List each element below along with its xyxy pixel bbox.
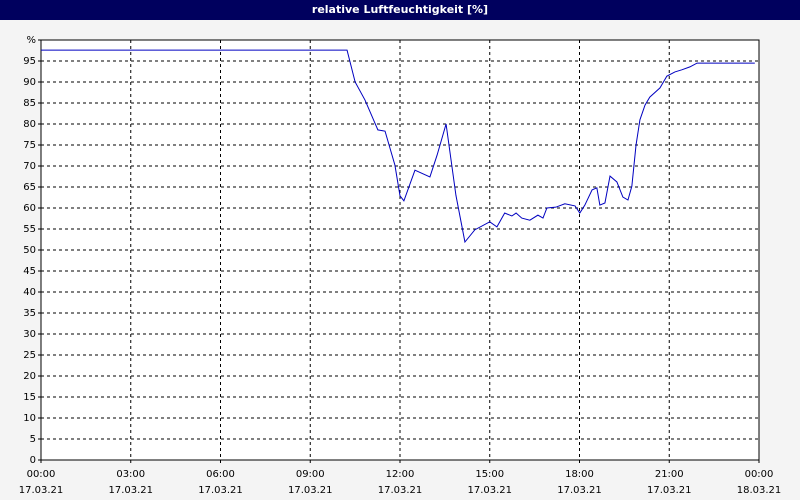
y-tick-label: 50 — [23, 245, 36, 256]
y-tick-label: 45 — [23, 266, 36, 277]
y-tick-label: 35 — [23, 308, 36, 319]
y-tick-label: 60 — [23, 203, 36, 214]
x-tick-label: 00:00 — [745, 469, 774, 480]
y-tick-label: 65 — [23, 182, 36, 193]
x-tick-date: 17.03.21 — [378, 485, 423, 496]
x-tick-label: 15:00 — [475, 469, 504, 480]
y-tick-label: 40 — [23, 287, 36, 298]
x-tick-date: 17.03.21 — [288, 485, 333, 496]
y-tick-label: 10 — [23, 413, 36, 424]
x-tick-label: 12:00 — [386, 469, 415, 480]
x-tick-date: 17.03.21 — [557, 485, 602, 496]
title-bar — [0, 0, 800, 20]
x-tick-date: 17.03.21 — [19, 485, 64, 496]
y-tick-label: 5 — [30, 434, 36, 445]
y-tick-label: 55 — [23, 224, 36, 235]
x-tick-label: 09:00 — [296, 469, 325, 480]
y-tick-label: 90 — [23, 77, 36, 88]
x-tick-label: 03:00 — [116, 469, 145, 480]
x-tick-date: 18.03.21 — [737, 485, 782, 496]
y-tick-label: 15 — [23, 392, 36, 403]
x-tick-date: 17.03.21 — [647, 485, 692, 496]
y-tick-label: 25 — [23, 350, 36, 361]
y-tick-label: 20 — [23, 371, 36, 382]
x-tick-label: 18:00 — [565, 469, 594, 480]
y-tick-label: 85 — [23, 98, 36, 109]
x-tick-label: 00:00 — [27, 469, 56, 480]
x-tick-label: 06:00 — [206, 469, 235, 480]
x-tick-date: 17.03.21 — [198, 485, 243, 496]
data-line — [41, 49, 755, 244]
y-tick-label: 95 — [23, 56, 36, 67]
y-tick-label: % — [26, 35, 36, 46]
y-tick-label: 0 — [30, 455, 36, 466]
x-tick-date: 17.03.21 — [467, 485, 512, 496]
y-tick-label: 30 — [23, 329, 36, 340]
x-tick-label: 21:00 — [655, 469, 684, 480]
chart-title: relative Luftfeuchtigkeit [%] — [312, 3, 488, 16]
y-tick-label: 80 — [23, 119, 36, 130]
y-tick-label: 75 — [23, 140, 36, 151]
x-tick-date: 17.03.21 — [108, 485, 153, 496]
y-tick-label: 70 — [23, 161, 36, 172]
